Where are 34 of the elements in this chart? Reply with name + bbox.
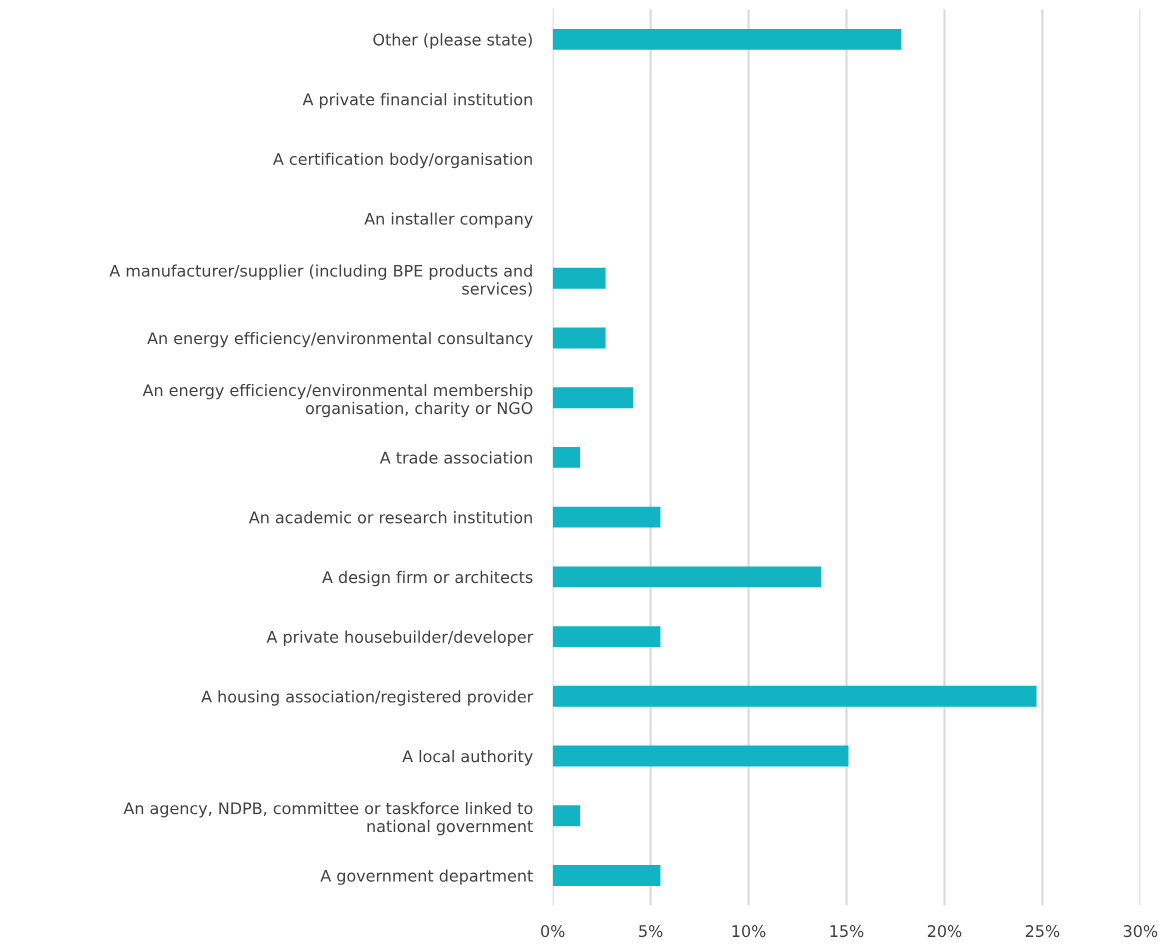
bar [552, 446, 581, 468]
y-tick-label: A private financial institution [302, 93, 532, 109]
bar [552, 865, 661, 886]
y-tick-label: A certification body/organisation [273, 152, 532, 169]
bar [552, 28, 902, 50]
bar [552, 506, 661, 528]
y-tick-label: Other (please state) [373, 33, 532, 49]
x-tick-label: 5% [639, 925, 663, 938]
bar [552, 685, 1037, 707]
x-tick-label: 30% [1123, 925, 1158, 938]
bar [552, 805, 581, 827]
y-tick-label: A design firm or architects [322, 570, 533, 587]
y-tick-label: An energy efficiency/environmental consultancy [147, 331, 533, 348]
bar [552, 327, 606, 349]
y-tick-label: A government department [320, 869, 533, 885]
y-tick-label: A housing association/registered provider [201, 690, 534, 706]
bar [552, 745, 849, 767]
bar [552, 267, 606, 289]
x-tick-label: 20% [927, 925, 962, 938]
x-tick-label: 25% [1025, 925, 1060, 938]
y-tick-label: A trade association [379, 451, 532, 464]
y-tick-label: An energy efficiency/environmental membership organisation, charity or NGO [142, 383, 533, 418]
bar [552, 626, 661, 648]
y-tick-label: An installer company [364, 212, 533, 228]
x-tick-label: 15% [830, 925, 864, 938]
y-tick-label: A manufacturer/supplier (including BPE products and services) [109, 264, 532, 297]
bar [552, 387, 633, 409]
y-tick-label: A private housebuilder/developer [266, 630, 534, 646]
x-tick-label: 10% [732, 925, 766, 938]
y-tick-label: An academic or research institution [248, 511, 532, 524]
x-tick-label: 0% [541, 925, 565, 938]
bar [552, 566, 822, 588]
y-tick-label: A local authority [402, 749, 533, 766]
y-tick-label: An agency, NDPB, committee or taskforce linked to national government [123, 801, 533, 836]
